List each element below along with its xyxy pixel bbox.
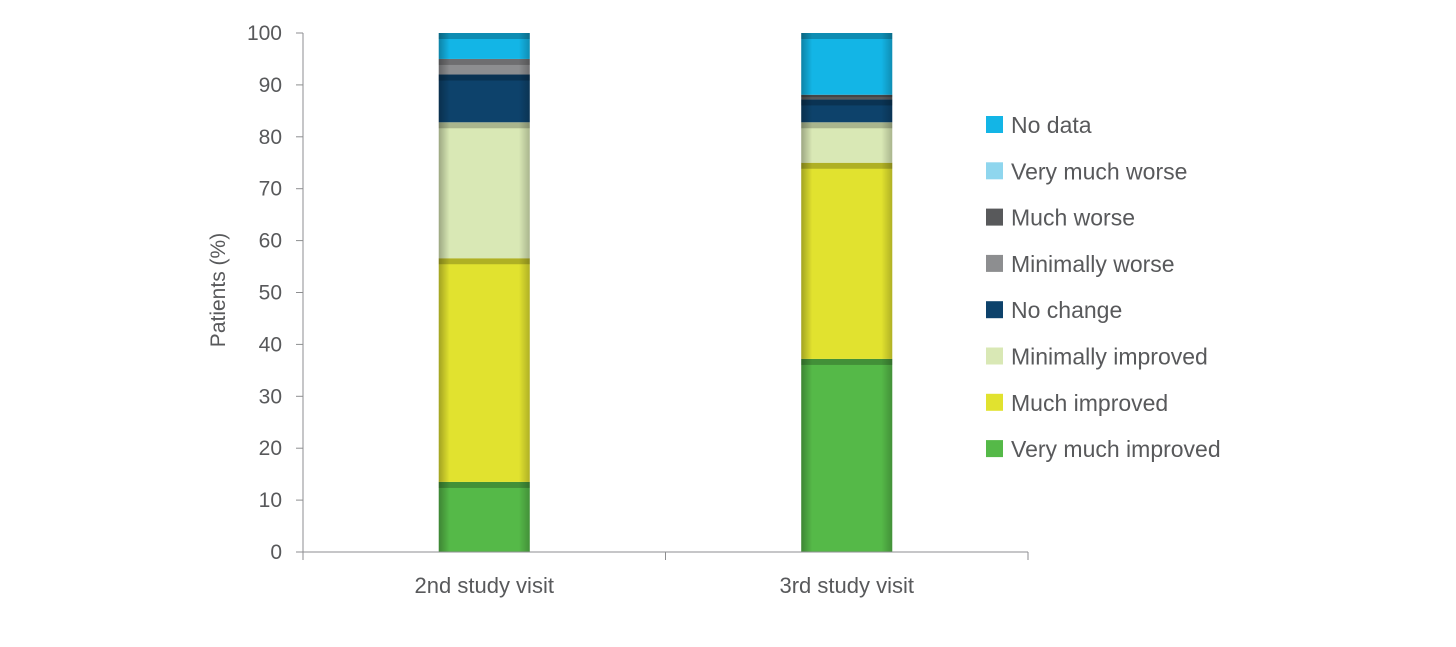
y-axis: 0 10 20 30 40 50 60 70 80 90 100 (247, 22, 304, 564)
legend-label: Much improved (1011, 390, 1168, 416)
legend-swatch (986, 393, 1003, 411)
legend-swatch (986, 208, 1003, 226)
y-tick-label: 10 (259, 489, 282, 512)
legend-swatch (986, 116, 1003, 133)
legend-item-no-change: No change (986, 297, 1122, 323)
bar-shading (438, 33, 530, 552)
legend: No data Very much worse Much worse Minimall… (986, 112, 1221, 462)
y-tick-label: 40 (259, 333, 282, 356)
legend-label: Minimally worse (1011, 251, 1175, 277)
legend-swatch (986, 254, 1003, 272)
y-tick-label: 90 (259, 74, 282, 97)
y-tick-label: 20 (259, 437, 282, 460)
y-tick-label: 0 (270, 541, 282, 564)
legend-item-very-much-improved: Very much improved (986, 436, 1221, 462)
y-tick-label: 50 (259, 282, 282, 305)
bar-shading (801, 33, 893, 552)
x-axis: 2nd study visit 3rd study visit (302, 551, 1029, 598)
legend-label: Much worse (1011, 205, 1135, 231)
legend-item-much-worse: Much worse (986, 205, 1135, 231)
legend-item-very-much-worse: Very much worse (986, 158, 1187, 184)
legend-label: Minimally improved (1011, 344, 1208, 370)
bars-group (438, 33, 893, 552)
y-tick-label: 70 (259, 178, 282, 201)
legend-swatch (986, 440, 1003, 458)
legend-item-no-data: No data (986, 112, 1092, 138)
x-category-label: 3rd study visit (780, 573, 915, 598)
legend-swatch (986, 301, 1003, 319)
legend-label: Very much improved (1011, 436, 1221, 462)
legend-swatch (986, 162, 1003, 180)
legend-swatch (986, 347, 1003, 365)
legend-item-minimally-worse: Minimally worse (986, 251, 1175, 277)
x-category-label: 2nd study visit (415, 573, 554, 598)
legend-label: No data (1011, 112, 1092, 138)
bar-stack-3rd-study-visit (801, 33, 893, 552)
bar-stack-2nd-study-visit (438, 33, 530, 552)
legend-item-much-improved: Much improved (986, 390, 1168, 416)
y-tick-label: 100 (247, 22, 282, 45)
y-tick-label: 80 (259, 126, 282, 149)
y-axis-title: Patients (%) (207, 233, 230, 347)
legend-label: Very much worse (1011, 158, 1187, 184)
legend-item-minimally-improved: Minimally improved (986, 344, 1208, 370)
legend-label: No change (1011, 297, 1122, 323)
y-tick-label: 30 (259, 385, 282, 408)
y-tick-label: 60 (259, 230, 282, 253)
